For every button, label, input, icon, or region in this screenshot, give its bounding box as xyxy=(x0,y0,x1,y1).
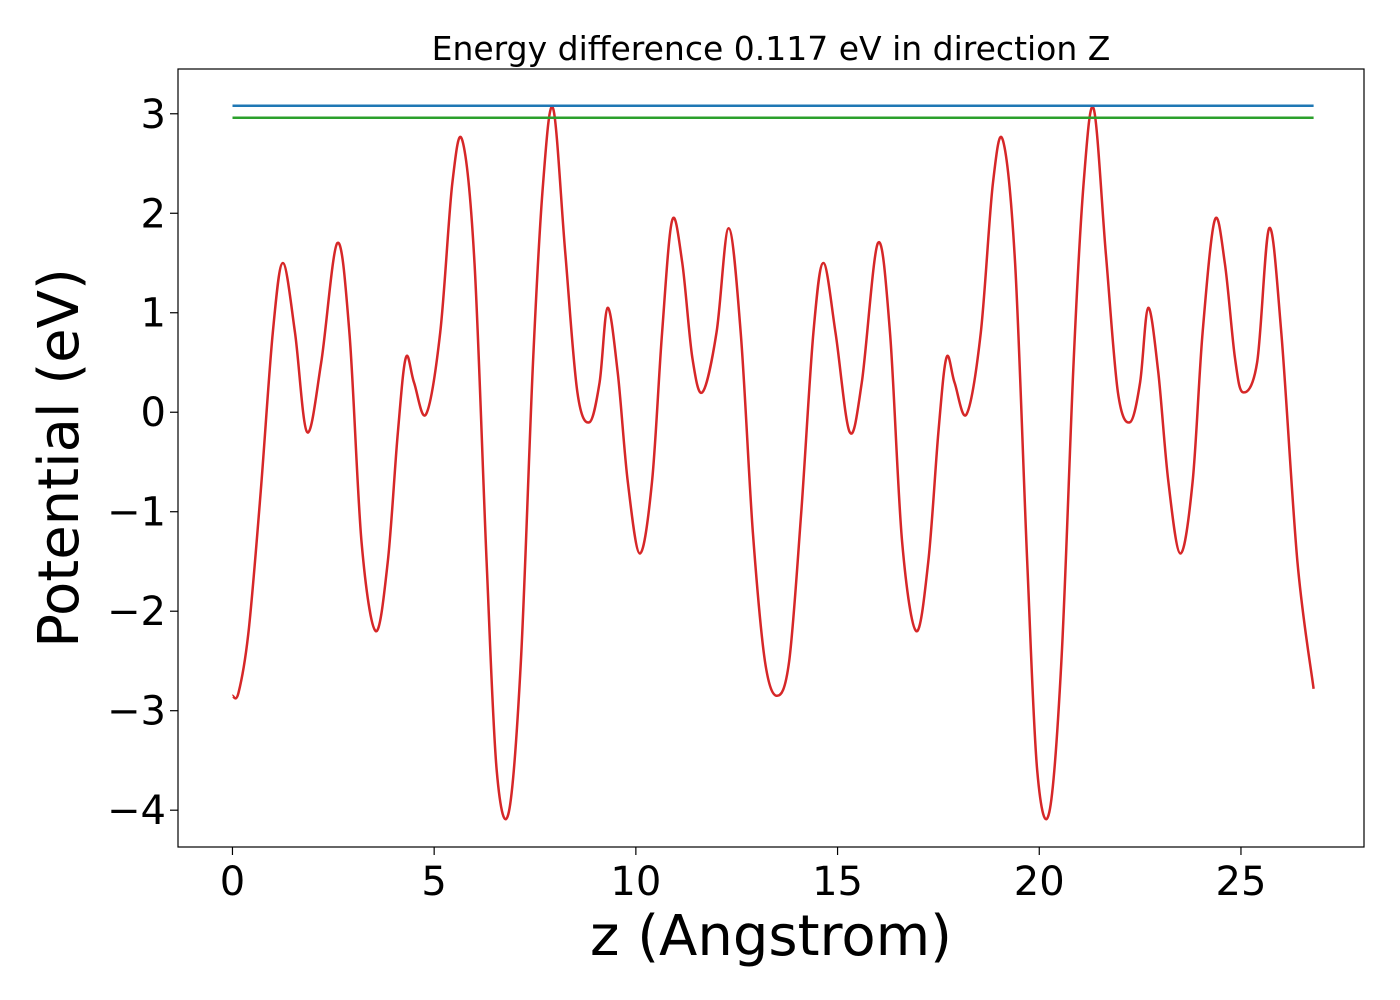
x-tick-label: 25 xyxy=(1216,859,1267,905)
x-tick-label: 5 xyxy=(421,859,446,905)
y-tick-label: 3 xyxy=(141,92,166,138)
y-tick-label: −4 xyxy=(107,788,166,834)
y-tick-label: −1 xyxy=(107,490,166,536)
series-group xyxy=(231,104,1315,821)
y-tick-label: −3 xyxy=(107,689,166,735)
y-axis-label: Potential (eV) xyxy=(27,268,92,648)
y-tick-label: 1 xyxy=(141,291,166,337)
x-axis-label: z (Angstrom) xyxy=(590,904,952,969)
x-tick-label: 10 xyxy=(610,859,661,905)
chart-title: Energy difference 0.117 eV in direction … xyxy=(432,29,1111,68)
y-tick-label: 2 xyxy=(141,191,166,237)
x-axis-ticks: 0 5 10 15 20 25 xyxy=(220,847,1267,905)
x-tick-label: 0 xyxy=(220,859,245,905)
y-axis-ticks: −4 −3 −2 −1 0 1 2 3 xyxy=(107,92,178,834)
plot-frame xyxy=(177,68,1365,848)
series-line-0 xyxy=(231,105,1315,821)
x-tick-label: 15 xyxy=(812,859,863,905)
x-tick-label: 20 xyxy=(1014,859,1065,905)
y-tick-label: 0 xyxy=(141,390,166,436)
y-tick-label: −2 xyxy=(107,589,166,635)
